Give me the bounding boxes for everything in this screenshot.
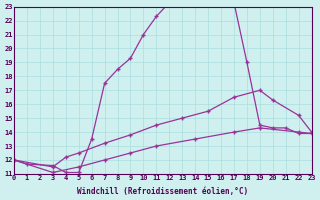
X-axis label: Windchill (Refroidissement éolien,°C): Windchill (Refroidissement éolien,°C)	[77, 187, 248, 196]
